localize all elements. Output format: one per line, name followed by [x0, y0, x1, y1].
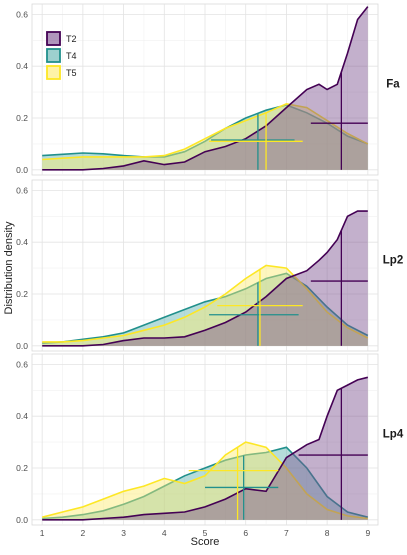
density-line-t4 — [42, 446, 368, 520]
x-tick-label: 3 — [121, 528, 126, 538]
panel-lp2: 0.0 0.2 0.4 0.6 Lp2 — [16, 179, 403, 352]
x-tick-label: 7 — [284, 528, 289, 538]
x-tick-label: 4 — [162, 528, 167, 538]
strip-label: Fa — [386, 79, 400, 91]
strip-label: Lp4 — [383, 429, 404, 441]
y-tick-label: 0.2 — [16, 289, 28, 299]
y-tick-label: 0.0 — [16, 515, 28, 525]
y-tick-label: 0.4 — [16, 61, 28, 71]
legend: T2 T4 T5 — [46, 31, 77, 80]
x-tick-label: 9 — [365, 528, 370, 538]
y-axis-label: Distribution density — [3, 221, 15, 314]
legend-key-t5 — [46, 65, 61, 80]
strip-label: Lp2 — [383, 255, 403, 267]
panel-fa: 0.0 0.2 0.4 0.6 Fa — [16, 3, 400, 176]
density-area-t4 — [42, 105, 368, 170]
x-tick-label: 5 — [203, 528, 208, 538]
y-tick-label: 0.0 — [16, 341, 28, 351]
panels-layer: 0.00.20.40.6Fa0.00.20.40.6Lp20.00.20.40.… — [16, 3, 404, 538]
x-tick-label: 1 — [40, 528, 45, 538]
y-tick-label: 0.0 — [16, 165, 28, 175]
density-line-t4 — [42, 272, 369, 344]
x-tick-label: 8 — [325, 528, 330, 538]
legend-label-t5: T5 — [66, 68, 77, 78]
density-line-t4 — [42, 104, 369, 158]
density-area-t5 — [42, 265, 368, 346]
y-tick-label: 0.2 — [16, 463, 28, 473]
density-line-t2 — [42, 210, 368, 347]
panel-lp4: 0.0 0.2 0.4 0.6 Lp4 1 2 3 4 5 6 7 8 9 — [16, 353, 404, 538]
density-area-t5 — [42, 442, 368, 520]
density-area-t2 — [42, 6, 368, 170]
x-tick-label: 6 — [243, 528, 248, 538]
density-area-t2 — [42, 377, 368, 520]
density-line-t5 — [42, 441, 368, 520]
legend-label-t4: T4 — [66, 51, 77, 61]
y-tick-label: 0.6 — [16, 185, 28, 195]
density-area-t4 — [42, 447, 368, 520]
x-axis-label: Score — [191, 536, 220, 548]
density-area-t4 — [42, 273, 368, 346]
density-line-t5 — [42, 264, 369, 343]
legend-label-t2: T2 — [66, 34, 77, 44]
density-line-t5 — [42, 102, 369, 161]
y-tick-label: 0.6 — [16, 359, 28, 369]
y-tick-label: 0.6 — [16, 9, 28, 19]
density-line-t2 — [42, 376, 368, 521]
y-tick-label: 0.4 — [16, 411, 28, 421]
legend-key-t4 — [46, 48, 61, 63]
density-area-t5 — [42, 103, 368, 170]
y-tick-label: 0.4 — [16, 237, 28, 247]
legend-key-t2 — [46, 31, 61, 46]
y-tick-label: 0.2 — [16, 113, 28, 123]
density-area-t2 — [42, 211, 368, 346]
x-tick-label: 2 — [81, 528, 86, 538]
density-line-t2 — [42, 6, 369, 171]
